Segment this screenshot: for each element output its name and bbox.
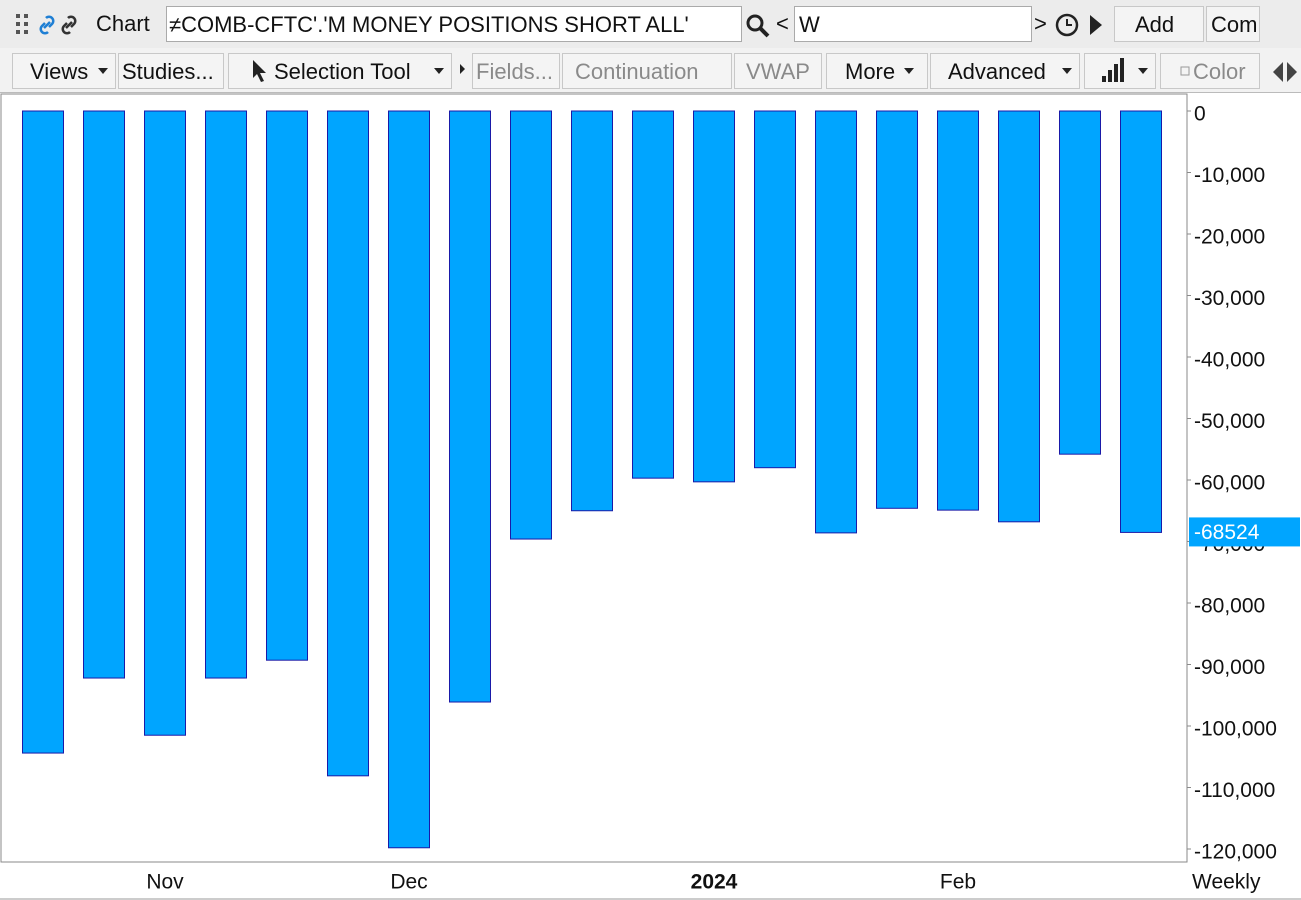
bar: [327, 110, 369, 777]
bar: [83, 110, 125, 679]
toolbar-row-1: Chart ≠COMB-CFTC'.'M MONEY POSITIONS SHO…: [0, 0, 1301, 48]
y-tick-label: -60,000: [1194, 472, 1265, 495]
symbol-field[interactable]: ≠COMB-CFTC'.'M MONEY POSITIONS SHORT ALL…: [166, 6, 742, 42]
toolbar-glyphs: [98, 58, 1297, 82]
y-tick-label: -40,000: [1194, 349, 1265, 372]
bar: [937, 110, 979, 511]
y-tick-label: -50,000: [1194, 410, 1265, 433]
bar: [632, 110, 674, 479]
continuation-button[interactable]: Continuation: [562, 53, 732, 89]
next-button[interactable]: >: [1034, 11, 1047, 36]
views-button[interactable]: Views: [12, 53, 116, 89]
selection-tool-button[interactable]: Selection Tool: [228, 53, 452, 89]
bar: [571, 110, 613, 512]
vwap-button[interactable]: VWAP: [734, 53, 822, 89]
y-tick-label: -110,000: [1194, 779, 1275, 802]
bar: [1120, 110, 1162, 533]
bar: [266, 110, 308, 661]
bar: [449, 110, 491, 703]
add-button[interactable]: Add: [1114, 6, 1204, 42]
y-tick-label: -120,000: [1194, 841, 1277, 864]
time-icons[interactable]: [1054, 12, 1114, 38]
bar: [1059, 110, 1101, 455]
color-button[interactable]: Color: [1160, 53, 1260, 89]
bar: [693, 110, 735, 483]
x-tick-label: Dec: [390, 871, 427, 894]
last-value-label: -68524: [1194, 521, 1260, 544]
prev-button[interactable]: <: [776, 11, 789, 36]
chart: Weekly 0 -10,000 -20,000 -30,000 -40,000 -50,…: [0, 93, 1301, 900]
y-tick-label: -10,000: [1194, 164, 1265, 187]
x-tick-label: 2024: [691, 871, 738, 894]
last-value-box: [1189, 517, 1300, 547]
bar: [815, 110, 857, 534]
advanced-button[interactable]: Advanced: [930, 53, 1080, 89]
y-tick-label: -30,000: [1194, 287, 1265, 310]
y-tick-label: -20,000: [1194, 226, 1265, 249]
toolbar-row-2: Views Studies... Selection Tool Fields..…: [0, 48, 1301, 93]
y-tick-label: -100,000: [1194, 718, 1277, 741]
y-tick-label: -80,000: [1194, 595, 1265, 618]
bar: [998, 110, 1040, 523]
x-tick-label: Feb: [940, 871, 976, 894]
y-tick-label: 0: [1194, 103, 1206, 126]
period-field[interactable]: W: [794, 6, 1032, 42]
y-tick-label: -90,000: [1194, 656, 1265, 679]
period-label: Weekly: [1192, 871, 1261, 894]
toolbar-icons: [16, 14, 77, 35]
fields-button[interactable]: Fields...: [472, 53, 560, 89]
bar: [22, 110, 64, 754]
bar: [144, 110, 186, 736]
search-icon[interactable]: [744, 12, 774, 38]
bar: [510, 110, 552, 540]
studies-button[interactable]: Studies...: [118, 53, 224, 89]
bar: [205, 110, 247, 679]
chart-label: Chart: [96, 11, 150, 36]
bar: [876, 110, 918, 509]
bar: [754, 110, 796, 469]
bar: [388, 110, 430, 849]
com-button[interactable]: Com: [1206, 6, 1260, 42]
x-tick-label: Nov: [146, 871, 184, 894]
